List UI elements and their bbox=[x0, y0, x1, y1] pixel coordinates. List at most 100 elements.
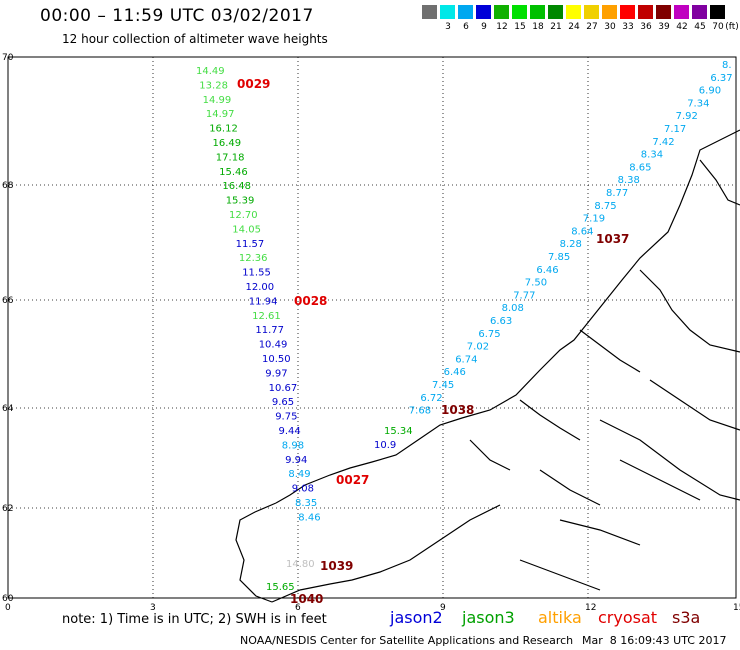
legend-cryosat: cryosat bbox=[598, 608, 658, 627]
timestamp: Mar 8 16:09:43 UTC 2017 bbox=[582, 634, 727, 647]
scale-label: 70 bbox=[712, 22, 724, 32]
lat-tick-label: 62 bbox=[2, 504, 13, 514]
lon-tick-label: 15 bbox=[733, 603, 740, 613]
swh-value: 8.35 bbox=[295, 498, 317, 509]
swh-value: 12.61 bbox=[252, 311, 281, 322]
swh-value: 6.63 bbox=[490, 316, 512, 327]
swh-value: 10.50 bbox=[262, 354, 291, 365]
scale-label: 39 bbox=[658, 22, 670, 32]
scale-swatch bbox=[458, 5, 473, 19]
scale-label: 12 bbox=[496, 22, 508, 32]
scale-label: 27 bbox=[586, 22, 598, 32]
scale-swatch bbox=[674, 5, 689, 19]
swh-value: 9.65 bbox=[272, 397, 294, 408]
swh-value: 8.38 bbox=[618, 175, 640, 186]
scale-label: 45 bbox=[694, 22, 706, 32]
scale-swatch bbox=[548, 5, 563, 19]
swh-value: 8.34 bbox=[641, 150, 663, 161]
swh-value: 14.99 bbox=[203, 95, 232, 106]
swh-value: 14.97 bbox=[206, 109, 235, 120]
scale-label: 42 bbox=[676, 22, 688, 32]
track-id-label: 1040 bbox=[290, 592, 323, 606]
scale-label: 24 bbox=[568, 22, 580, 32]
scale-swatch bbox=[494, 5, 509, 19]
swh-value: 14.05 bbox=[232, 224, 261, 235]
swh-value: 8.77 bbox=[606, 188, 628, 199]
track-id-label: 0027 bbox=[336, 473, 369, 487]
scale-swatch bbox=[566, 5, 581, 19]
scale-swatch bbox=[530, 5, 545, 19]
swh-value: 16.12 bbox=[209, 124, 238, 135]
lat-tick-label: 64 bbox=[2, 404, 14, 414]
scale-unit: (ft) bbox=[725, 22, 739, 32]
scale-swatch bbox=[512, 5, 527, 19]
swh-value: 12.00 bbox=[246, 282, 275, 293]
map-frame bbox=[7, 56, 737, 599]
swh-value: 8.08 bbox=[502, 303, 524, 314]
swh-value: 8.28 bbox=[560, 239, 582, 250]
scale-label: 9 bbox=[481, 22, 487, 32]
swh-value: 8.98 bbox=[282, 440, 304, 451]
scale-label: 33 bbox=[622, 22, 634, 32]
swh-value: 11.94 bbox=[249, 296, 278, 307]
swh-value: 9.75 bbox=[275, 412, 297, 423]
swh-value: 9.94 bbox=[285, 455, 307, 466]
track-id-label: 0029 bbox=[237, 77, 270, 91]
scale-label: 30 bbox=[604, 22, 616, 32]
swh-value: 6.46 bbox=[536, 265, 558, 276]
note-text: note: 1) Time is in UTC; 2) SWH is in fe… bbox=[62, 612, 327, 627]
graticule bbox=[8, 57, 736, 598]
swh-tracks: 14.49 13.28 14.99 14.97 16.12 16.49 17.18 15.46… bbox=[196, 60, 733, 593]
swh-value: 6.90 bbox=[699, 86, 721, 97]
swh-value: 7.19 bbox=[583, 214, 605, 225]
swh-value: 15.46 bbox=[219, 167, 248, 178]
swh-value: 6.37 bbox=[710, 73, 732, 84]
footer-credit: NOAA/NESDIS Center for Satellite Applica… bbox=[240, 634, 574, 647]
track-id-label: 0028 bbox=[294, 294, 327, 308]
swh-value: 17.18 bbox=[216, 152, 245, 163]
axis-ticks: 70 68 66 64 62 600 3 6 9 12 15 bbox=[2, 53, 740, 613]
swh-value: 8. bbox=[722, 60, 732, 71]
map-subtitle: 12 hour collection of altimeter wave hei… bbox=[62, 32, 328, 46]
swh-value: 16.48 bbox=[222, 181, 251, 192]
swh-value: 15.39 bbox=[226, 196, 255, 207]
scale-swatch bbox=[710, 5, 725, 19]
scale-swatch bbox=[602, 5, 617, 19]
scale-swatch bbox=[440, 5, 455, 19]
swh-value: 14.80 bbox=[286, 559, 315, 570]
swh-value: 6.75 bbox=[478, 329, 500, 340]
lon-tick-label: 3 bbox=[150, 603, 156, 613]
track-id-label: 1037 bbox=[596, 232, 629, 246]
legend-s3a: s3a bbox=[672, 608, 701, 627]
lon-tick-label: 6 bbox=[295, 603, 301, 613]
swh-value: 10.67 bbox=[269, 383, 298, 394]
swh-value: 16.49 bbox=[213, 138, 242, 149]
scale-label: 3 bbox=[445, 22, 451, 32]
swh-value: 11.55 bbox=[242, 268, 271, 279]
swh-value: 7.45 bbox=[432, 380, 454, 391]
lon-tick-label: 0 bbox=[5, 603, 11, 613]
lat-tick-label: 60 bbox=[2, 594, 14, 604]
swh-value: 7.92 bbox=[676, 111, 698, 122]
swh-value: 7.42 bbox=[652, 137, 674, 148]
scale-label: 15 bbox=[514, 22, 526, 32]
swh-value: 15.34 bbox=[384, 426, 413, 437]
swh-value: 7.77 bbox=[513, 290, 535, 301]
swh-value: 15.65 bbox=[266, 582, 295, 593]
scale-label: 21 bbox=[550, 22, 562, 32]
scale-swatch bbox=[422, 5, 437, 19]
swh-value: 11.57 bbox=[236, 239, 265, 250]
lat-tick-label: 66 bbox=[2, 296, 14, 306]
scale-label: 36 bbox=[640, 22, 652, 32]
swh-value: 12.36 bbox=[239, 253, 268, 264]
swh-value: 10.9 bbox=[374, 440, 396, 451]
scale-swatch bbox=[476, 5, 491, 19]
swh-value: 12.70 bbox=[229, 210, 258, 221]
lon-tick-label: 12 bbox=[585, 603, 596, 613]
scale-swatch bbox=[656, 5, 671, 19]
swh-value: 9.44 bbox=[279, 426, 301, 437]
swh-value: 6.72 bbox=[420, 393, 442, 404]
swh-value: 11.77 bbox=[255, 325, 284, 336]
scale-swatch bbox=[620, 5, 635, 19]
